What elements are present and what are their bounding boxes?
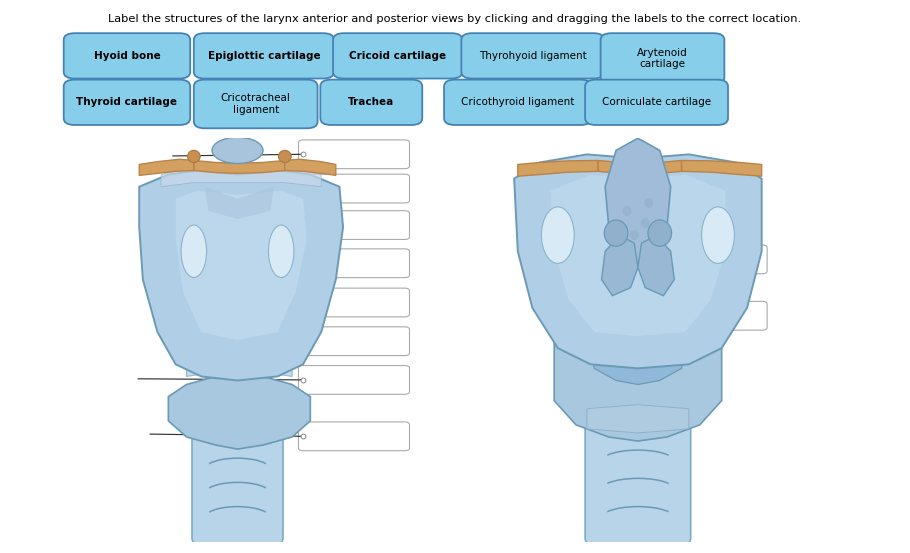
Polygon shape — [168, 377, 310, 449]
Polygon shape — [551, 175, 725, 336]
Text: Corniculate cartilage: Corniculate cartilage — [602, 97, 711, 107]
FancyBboxPatch shape — [192, 419, 283, 544]
Polygon shape — [514, 154, 762, 368]
Ellipse shape — [644, 198, 653, 208]
FancyBboxPatch shape — [585, 80, 728, 125]
Text: Thyrohyoid ligament: Thyrohyoid ligament — [479, 51, 587, 61]
FancyBboxPatch shape — [298, 366, 410, 394]
FancyBboxPatch shape — [333, 33, 462, 79]
FancyBboxPatch shape — [298, 174, 410, 203]
Ellipse shape — [268, 225, 294, 278]
FancyBboxPatch shape — [194, 80, 318, 128]
Ellipse shape — [212, 137, 263, 164]
Ellipse shape — [541, 207, 574, 263]
Polygon shape — [285, 159, 336, 175]
Polygon shape — [205, 187, 274, 219]
Ellipse shape — [181, 225, 207, 278]
Ellipse shape — [641, 218, 650, 228]
FancyBboxPatch shape — [298, 211, 410, 239]
Text: Cricotracheal
ligament: Cricotracheal ligament — [221, 93, 290, 115]
Text: Cricothyroid ligament: Cricothyroid ligament — [461, 97, 574, 107]
Text: Epiglottic cartilage: Epiglottic cartilage — [207, 51, 320, 61]
FancyBboxPatch shape — [298, 249, 410, 278]
FancyBboxPatch shape — [64, 80, 190, 125]
Polygon shape — [587, 304, 689, 384]
FancyBboxPatch shape — [660, 245, 767, 274]
FancyBboxPatch shape — [320, 80, 422, 125]
FancyBboxPatch shape — [298, 288, 410, 317]
FancyBboxPatch shape — [601, 33, 724, 84]
FancyBboxPatch shape — [194, 33, 334, 79]
Polygon shape — [161, 166, 321, 187]
Text: Trachea: Trachea — [349, 97, 394, 107]
Polygon shape — [194, 160, 285, 174]
Polygon shape — [682, 160, 762, 176]
Polygon shape — [187, 332, 292, 377]
FancyBboxPatch shape — [660, 301, 767, 330]
Ellipse shape — [702, 207, 734, 263]
Ellipse shape — [604, 220, 628, 246]
Polygon shape — [554, 300, 722, 441]
FancyBboxPatch shape — [585, 403, 691, 544]
Polygon shape — [598, 160, 682, 174]
FancyBboxPatch shape — [298, 140, 410, 169]
Polygon shape — [518, 160, 598, 176]
Polygon shape — [139, 159, 194, 175]
Ellipse shape — [648, 220, 672, 246]
Text: Hyoid bone: Hyoid bone — [94, 51, 160, 61]
Polygon shape — [587, 405, 689, 433]
Text: Thyroid cartilage: Thyroid cartilage — [76, 97, 177, 107]
Ellipse shape — [278, 150, 291, 163]
Text: Cricoid cartilage: Cricoid cartilage — [349, 51, 446, 61]
FancyBboxPatch shape — [298, 422, 410, 451]
Polygon shape — [176, 191, 307, 340]
Polygon shape — [638, 235, 674, 296]
Text: Label the structures of the larynx anterior and posterior views by clicking and : Label the structures of the larynx anter… — [108, 14, 802, 24]
FancyBboxPatch shape — [298, 327, 410, 356]
Polygon shape — [602, 235, 638, 296]
Polygon shape — [139, 170, 343, 380]
FancyBboxPatch shape — [444, 80, 592, 125]
Ellipse shape — [622, 206, 632, 216]
Text: Arytenoid
cartilage: Arytenoid cartilage — [637, 48, 688, 70]
FancyBboxPatch shape — [461, 33, 604, 79]
FancyBboxPatch shape — [64, 33, 190, 79]
Ellipse shape — [630, 230, 639, 240]
Ellipse shape — [187, 150, 200, 163]
Polygon shape — [605, 138, 671, 263]
